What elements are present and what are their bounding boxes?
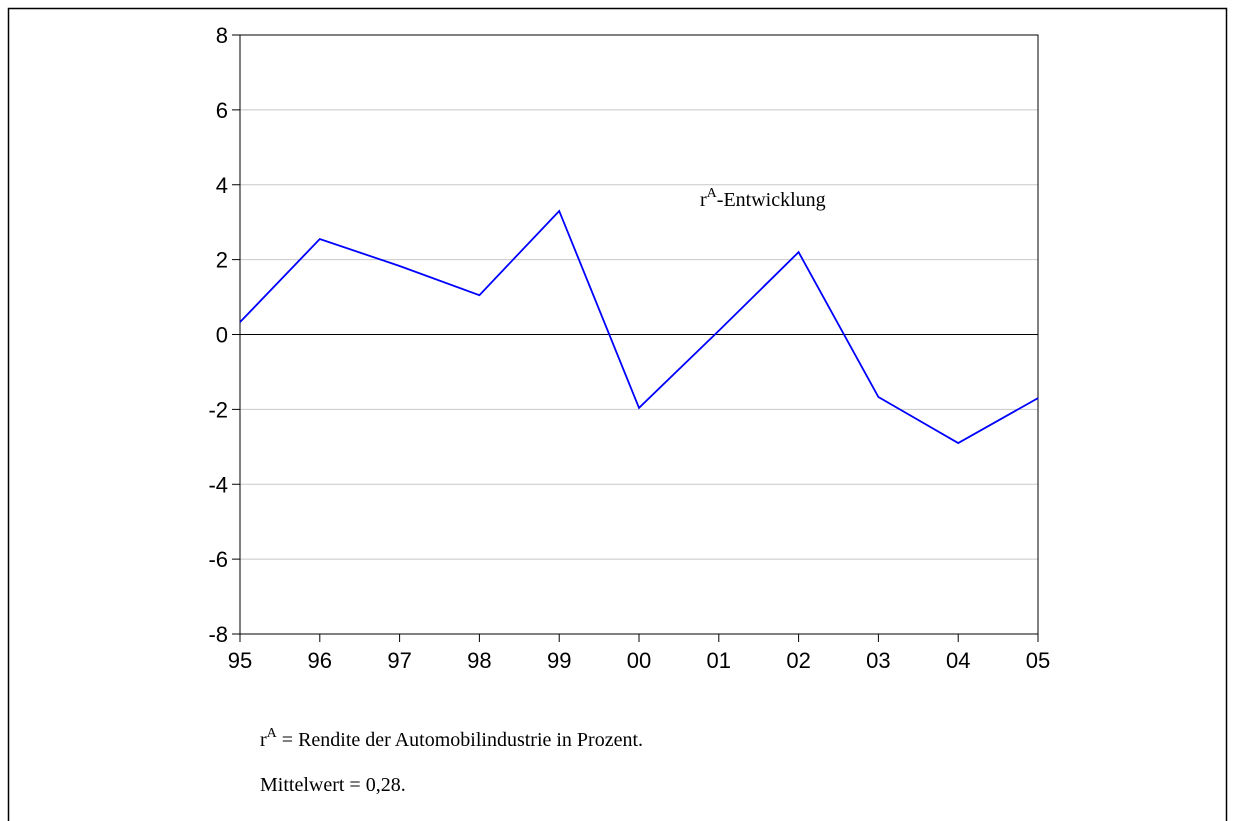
superscript: A <box>267 726 278 741</box>
x-tick-label: 97 <box>387 648 411 673</box>
x-tick-label: 98 <box>467 648 491 673</box>
annotation: rA = Rendite der Automobilindustrie in P… <box>260 726 643 751</box>
frame <box>7 7 1228 821</box>
text-base: r <box>700 189 707 211</box>
y-tick-label: -4 <box>208 472 228 497</box>
superscript: A <box>707 186 718 201</box>
x-tick-label: 95 <box>228 648 252 673</box>
text-base: r <box>260 729 267 751</box>
x-tick-label: 01 <box>707 648 731 673</box>
y-tick-label: 0 <box>216 323 228 348</box>
x-tick-label: 99 <box>547 648 571 673</box>
x-tick-label: 02 <box>786 648 810 673</box>
x-tick-label: 03 <box>866 648 890 673</box>
x-tick-label: 96 <box>308 648 332 673</box>
text-rest: -Entwicklung <box>717 189 826 211</box>
annotation: rA-Entwicklung <box>700 186 826 211</box>
y-tick-label: -2 <box>208 397 228 422</box>
y-tick-label: -6 <box>208 547 228 572</box>
text-base: Mittelwert = 0,28. <box>260 774 406 796</box>
x-tick-label: 05 <box>1026 648 1050 673</box>
text-rest: = Rendite der Automobilindustrie in Proz… <box>277 729 643 751</box>
annotation: Mittelwert = 0,28. <box>260 774 406 796</box>
x-tick-label: 00 <box>627 648 651 673</box>
y-tick-label: -8 <box>208 622 228 647</box>
y-tick-label: 2 <box>216 248 228 273</box>
line <box>239 209 1039 445</box>
y-tick-label: 8 <box>216 23 228 48</box>
y-tick-label: 4 <box>216 173 228 198</box>
y-tick-label: 6 <box>216 98 228 123</box>
x-tick-label: 04 <box>946 648 970 673</box>
